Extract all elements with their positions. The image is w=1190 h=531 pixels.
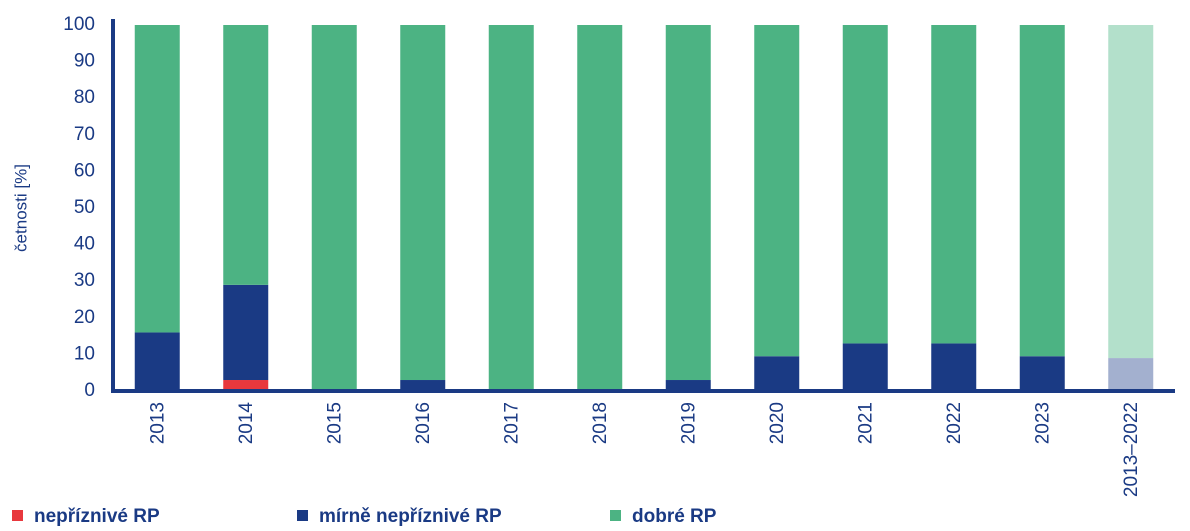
bar-segment: [134, 25, 180, 333]
y-tick-label: 10: [74, 343, 95, 364]
bar-segment: [223, 284, 269, 381]
legend-swatch: [297, 510, 308, 521]
x-tick-label: 2020: [767, 402, 788, 444]
bar-segment: [754, 25, 800, 357]
bar-segment: [311, 25, 357, 391]
bar-segment: [665, 25, 711, 381]
bar-segment: [577, 25, 623, 391]
legend-swatch: [12, 510, 23, 521]
y-tick-label: 60: [74, 160, 95, 181]
x-tick-label: 2014: [236, 402, 257, 445]
y-tick-label: 0: [84, 380, 95, 401]
x-tick-label: 2015: [324, 402, 345, 444]
bar-segment: [931, 25, 977, 344]
bar-segment: [842, 343, 888, 391]
y-tick-label: 30: [74, 270, 95, 291]
y-tick-label: 100: [63, 14, 95, 35]
bar-segment: [488, 25, 534, 391]
x-tick-label: 2013: [147, 402, 168, 444]
y-tick-label: 50: [74, 197, 95, 218]
bar-segment: [1019, 25, 1065, 357]
bar-segment: [400, 380, 446, 391]
legend-swatch: [610, 510, 621, 521]
y-tick-label: 90: [74, 51, 95, 72]
legend-label: mírně nepříznivé RP: [319, 506, 502, 527]
bar-segment: [1108, 25, 1154, 359]
y-axis-label: četnosti [%]: [11, 164, 30, 252]
bar-segment: [400, 25, 446, 381]
bar-segment: [223, 25, 269, 285]
y-tick-label: 80: [74, 87, 95, 108]
x-tick-label: 2023: [1032, 402, 1053, 444]
bar-segment: [1019, 356, 1065, 391]
bar-segment: [1108, 358, 1154, 391]
bar-segment: [223, 380, 269, 391]
y-tick-label: 40: [74, 234, 95, 255]
y-tick-label: 70: [74, 124, 95, 145]
legend-label: nepříznivé RP: [34, 506, 160, 527]
y-tick-label: 20: [74, 307, 95, 328]
legend: nepříznivé RP mírně nepříznivé RP dobré RP: [12, 506, 717, 527]
x-tick-label: 2022: [944, 402, 965, 444]
bar-segment: [134, 332, 180, 391]
x-tick-label: 2019: [678, 402, 699, 444]
legend-label: dobré RP: [632, 506, 717, 527]
x-tick-label: 2018: [590, 402, 611, 444]
x-tick-label: 2021: [855, 402, 876, 444]
bar-segment: [931, 343, 977, 391]
bar-segment: [665, 380, 711, 391]
x-tick-label: 2013–2022: [1121, 402, 1142, 497]
bar-segment: [754, 356, 800, 391]
x-tick-label: 2017: [501, 402, 522, 444]
bar-segment: [842, 25, 888, 344]
x-tick-label: 2016: [413, 402, 434, 444]
